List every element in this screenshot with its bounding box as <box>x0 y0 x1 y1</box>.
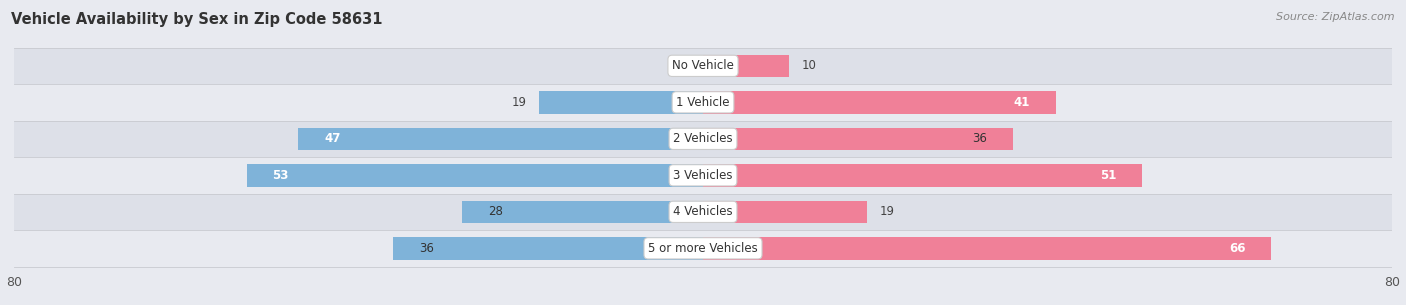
Text: 1 Vehicle: 1 Vehicle <box>676 96 730 109</box>
Bar <box>540 91 703 114</box>
Text: 41: 41 <box>1014 96 1031 109</box>
Bar <box>461 200 703 223</box>
Bar <box>0 120 1406 157</box>
Bar <box>703 237 1271 260</box>
Text: 66: 66 <box>1229 242 1246 255</box>
Bar <box>0 48 1406 84</box>
Bar <box>298 127 703 150</box>
Text: Vehicle Availability by Sex in Zip Code 58631: Vehicle Availability by Sex in Zip Code … <box>11 12 382 27</box>
Text: 28: 28 <box>488 205 502 218</box>
Text: 10: 10 <box>801 59 817 72</box>
Bar <box>0 84 1406 120</box>
Bar <box>0 157 1406 194</box>
Text: 47: 47 <box>323 132 340 145</box>
Bar <box>246 164 703 187</box>
Text: 2 Vehicles: 2 Vehicles <box>673 132 733 145</box>
Bar <box>392 237 703 260</box>
Text: 3 Vehicles: 3 Vehicles <box>673 169 733 182</box>
Bar <box>703 127 1012 150</box>
Text: 4 Vehicles: 4 Vehicles <box>673 205 733 218</box>
Bar <box>703 55 789 77</box>
Text: 19: 19 <box>880 205 894 218</box>
Text: 5 or more Vehicles: 5 or more Vehicles <box>648 242 758 255</box>
Text: Source: ZipAtlas.com: Source: ZipAtlas.com <box>1277 12 1395 22</box>
Text: 53: 53 <box>273 169 288 182</box>
Bar <box>703 91 1056 114</box>
Bar <box>703 164 1142 187</box>
Text: 51: 51 <box>1099 169 1116 182</box>
Legend: Male, Female: Male, Female <box>636 301 770 305</box>
Text: 0: 0 <box>683 59 690 72</box>
Text: 36: 36 <box>973 132 987 145</box>
Bar <box>703 200 866 223</box>
Bar <box>0 194 1406 230</box>
Text: 19: 19 <box>512 96 526 109</box>
Bar <box>0 230 1406 267</box>
Text: No Vehicle: No Vehicle <box>672 59 734 72</box>
Text: 36: 36 <box>419 242 433 255</box>
